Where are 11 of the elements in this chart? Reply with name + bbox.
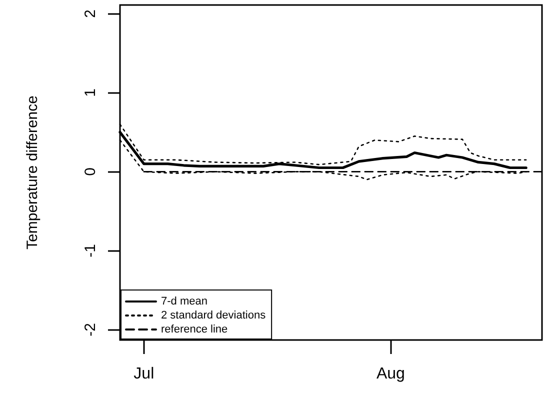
- y-tick-label: 1: [82, 88, 99, 97]
- legend-label: 7-d mean: [161, 296, 208, 308]
- y-tick-label: 2: [82, 10, 99, 18]
- y-axis-title: Temperature difference: [24, 96, 41, 250]
- y-tick-label: -1: [82, 244, 99, 258]
- x-tick-label: Jul: [134, 366, 154, 382]
- legend-label: reference line: [161, 324, 228, 336]
- y-tick-label: -2: [82, 323, 99, 336]
- x-tick-label: Aug: [376, 366, 405, 382]
- legend-label: 2 standard deviations: [161, 310, 266, 322]
- y-tick-label: 0: [82, 168, 99, 176]
